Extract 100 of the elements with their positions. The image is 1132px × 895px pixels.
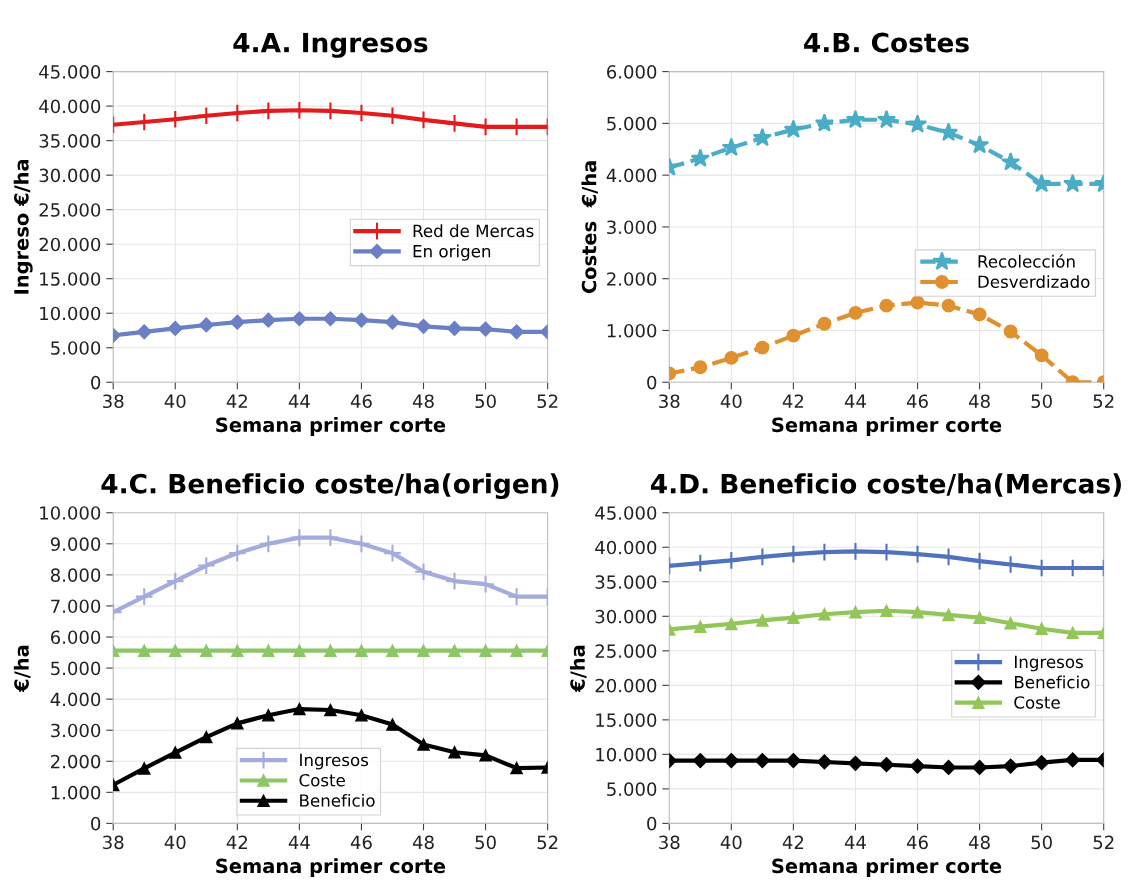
y-tick-label: 8.000 (50, 568, 101, 582)
point (880, 604, 893, 618)
point (169, 644, 182, 657)
x-tick-label: 42 (226, 835, 247, 849)
point (479, 749, 492, 762)
point (293, 702, 306, 716)
legend-label: Ingresos (300, 753, 369, 770)
x-tick-label: 42 (782, 394, 804, 408)
point (1032, 173, 1052, 193)
point (1034, 755, 1050, 771)
x-tick-label: 44 (288, 835, 310, 849)
y-axis-title: Ingreso €/ha (13, 159, 33, 294)
point (786, 328, 801, 343)
point (291, 311, 307, 327)
y-tick-label: 5.000 (51, 661, 101, 676)
point (907, 114, 928, 133)
point (231, 644, 244, 657)
y-tick-label: 5.000 (607, 116, 657, 131)
x-axis-title: Semana primer corte (216, 417, 446, 436)
point (940, 759, 957, 776)
point (1065, 752, 1081, 768)
point (783, 119, 804, 138)
point (845, 109, 866, 129)
point (969, 135, 990, 154)
point (134, 587, 154, 606)
point (510, 644, 523, 657)
y-tick-label: 7.000 (51, 599, 101, 614)
x-tick-label: 46 (350, 394, 372, 409)
legend-label: Desverdizado (978, 275, 1090, 289)
point (355, 644, 368, 657)
y-tick-label: 0 (647, 816, 657, 831)
x-tick-label: 46 (350, 835, 372, 850)
y-tick-label: 1.000 (607, 323, 657, 338)
point (817, 316, 832, 331)
x-tick-label: 46 (906, 394, 928, 409)
point (752, 127, 772, 147)
y-tick-label: 4.000 (50, 692, 101, 707)
point (509, 324, 525, 340)
y-tick-label: 25.000 (39, 203, 101, 217)
point (1066, 626, 1079, 640)
x-tick-label: 42 (226, 394, 247, 408)
point (724, 350, 739, 365)
y-tick-label: 0 (91, 375, 101, 390)
y-tick-label: 2.000 (51, 754, 101, 769)
legend-label: Coste (1014, 696, 1060, 709)
point (352, 534, 371, 554)
point (1003, 324, 1018, 339)
x-axis-title: Semana primer corte (216, 858, 446, 878)
point (879, 298, 894, 313)
point (692, 753, 708, 769)
point (721, 137, 741, 157)
point (693, 360, 708, 375)
x-tick-label: 38 (103, 835, 124, 850)
x-tick-label: 42 (782, 835, 804, 849)
point (260, 312, 276, 328)
y-tick-label: 6.000 (50, 630, 101, 645)
point (262, 709, 275, 722)
x-tick-label: 50 (475, 394, 496, 409)
point (972, 307, 987, 322)
y-tick-label: 20.000 (595, 678, 657, 693)
legend-label: Recolección (978, 254, 1075, 268)
point (1034, 348, 1049, 363)
legend-label: En origen (413, 244, 491, 261)
point (911, 605, 924, 619)
y-tick-label: 10.000 (596, 747, 657, 762)
point (755, 340, 770, 355)
point (169, 746, 182, 759)
y-tick-label: 5.000 (607, 782, 657, 796)
point (136, 324, 152, 340)
point (476, 574, 495, 594)
y-tick-label: 15.000 (40, 272, 101, 286)
legend-label: Red de Mercas (413, 224, 534, 238)
point (785, 753, 801, 769)
point (384, 314, 401, 330)
y-tick-label: 10.000 (40, 506, 101, 520)
x-tick-label: 38 (659, 394, 680, 409)
y-tick-label: 6.000 (607, 65, 657, 79)
point (477, 321, 494, 337)
y-tick-label: 10.000 (40, 306, 101, 321)
point (293, 644, 306, 657)
point (448, 644, 461, 657)
point (479, 644, 492, 657)
point (725, 617, 738, 631)
x-tick-label: 50 (1031, 835, 1052, 850)
point (1001, 555, 1020, 574)
x-tick-label: 52 (537, 394, 558, 409)
x-tick-label: 40 (164, 835, 186, 850)
y-axis-title: €/ha (569, 645, 587, 693)
x-axis-title: Semana primer corte (772, 858, 1002, 878)
point (972, 759, 988, 776)
point (137, 762, 151, 775)
point (690, 148, 710, 167)
x-tick-label: 52 (1093, 394, 1114, 409)
y-tick-label: 15.000 (596, 713, 657, 727)
x-tick-label: 48 (968, 394, 990, 409)
point (941, 298, 956, 313)
point (324, 703, 337, 717)
x-tick-label: 48 (412, 835, 434, 850)
point (324, 644, 337, 657)
point (417, 644, 430, 657)
